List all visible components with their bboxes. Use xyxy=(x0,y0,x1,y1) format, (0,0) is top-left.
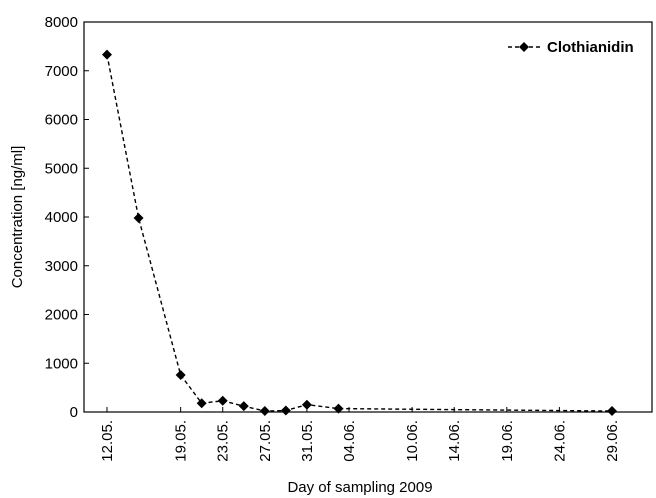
data-point xyxy=(175,369,186,380)
data-point xyxy=(217,395,228,406)
y-tick-label: 1000 xyxy=(45,355,78,372)
x-axis-title: Day of sampling 2009 xyxy=(287,479,432,496)
data-point xyxy=(102,49,112,60)
x-tick-label: 31.05. xyxy=(299,420,316,462)
data-point xyxy=(607,406,617,417)
data-point xyxy=(133,212,144,223)
x-tick-label: 23.05. xyxy=(215,420,232,462)
data-point xyxy=(196,398,207,409)
y-axis-title: Concentration [ng/ml] xyxy=(9,146,26,289)
x-tick-label: 19.05. xyxy=(173,420,190,462)
x-tick-label: 04.06. xyxy=(341,420,358,462)
plot-area: 0 1000 2000 3000 4000 5000 6000 7000 8000 12.05. 1… xyxy=(9,14,653,496)
y-tick-label: 0 xyxy=(70,404,78,421)
x-tick-label: 27.05. xyxy=(257,420,274,462)
data-point xyxy=(238,401,249,412)
y-tick-label: 4000 xyxy=(45,209,78,226)
x-tick-label: 12.05. xyxy=(99,420,116,462)
x-tick-label: 29.06. xyxy=(604,420,621,462)
plot-frame xyxy=(83,21,653,413)
data-point xyxy=(301,399,312,410)
y-tick-label: 7000 xyxy=(45,63,78,80)
y-tick-label: 6000 xyxy=(45,112,78,129)
data-point xyxy=(280,405,291,416)
x-tick-label: 19.06. xyxy=(499,420,516,462)
data-point xyxy=(333,403,344,414)
x-tick-label: 14.06. xyxy=(446,420,463,462)
y-tick-label: 5000 xyxy=(45,160,78,177)
legend-marker xyxy=(519,42,529,52)
x-tick-label: 24.06. xyxy=(551,420,568,462)
series-line xyxy=(106,54,613,412)
y-tick-label: 8000 xyxy=(45,14,78,31)
y-tick-label: 3000 xyxy=(45,258,78,275)
y-tick-label: 2000 xyxy=(45,307,78,324)
x-tick-label: 10.06. xyxy=(404,420,421,462)
data-point xyxy=(259,406,270,417)
legend-label: Clothianidin xyxy=(547,39,634,56)
